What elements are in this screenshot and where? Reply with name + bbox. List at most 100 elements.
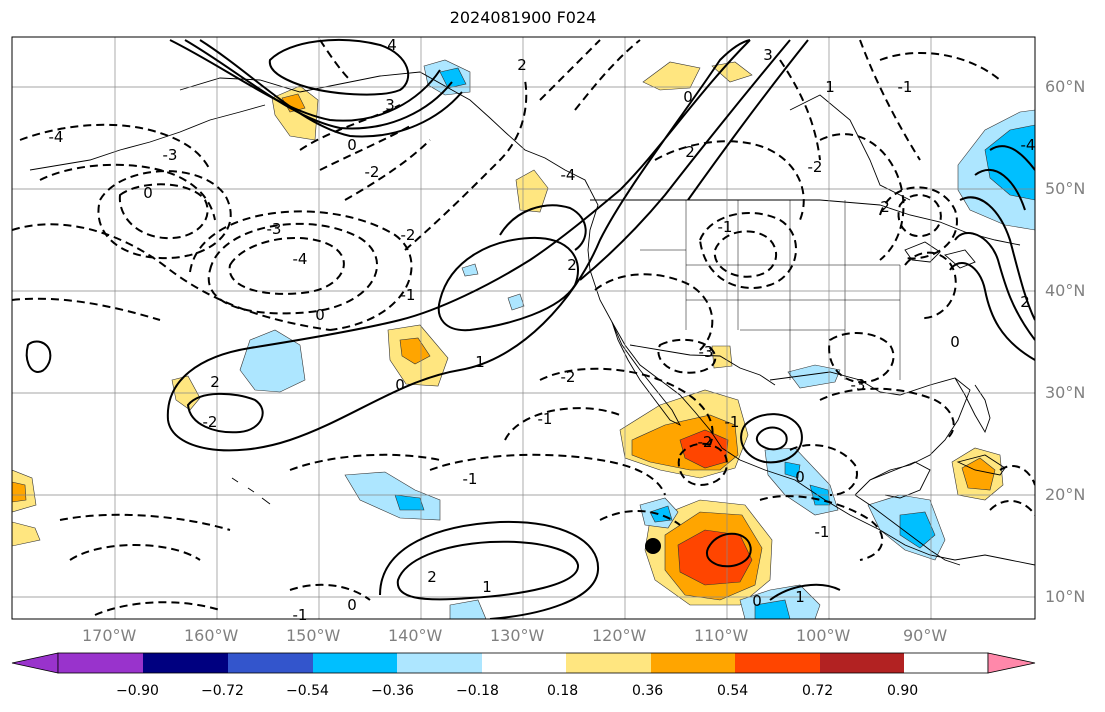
contour-label: 2 <box>880 198 890 216</box>
contour-labels: 4 3 2 3 0 -4 -3 -2 0 -3 -4 -2 -1 2 1 0 2 -2 -2 -1 0 2 -1 0 1 -1 -2… <box>49 36 1036 624</box>
state-lines <box>640 200 901 380</box>
contour-label: -1 <box>815 523 830 541</box>
gridlines <box>12 37 1035 619</box>
shade-lightblue <box>449 599 487 619</box>
contour-label: 1 <box>482 578 492 596</box>
lon-label: 90°W <box>903 626 948 645</box>
colorbar-tick: −0.18 <box>456 683 499 699</box>
shade-blue <box>899 511 936 549</box>
contour-label: -2 <box>401 226 416 244</box>
shade-yellow <box>642 61 701 91</box>
contour-label: -1 <box>293 606 308 624</box>
contour-label: -4 <box>293 250 308 268</box>
contour-label: -3 <box>163 146 178 164</box>
lon-label: 170°W <box>82 626 137 645</box>
shade-orange <box>12 481 27 503</box>
shade-blue <box>984 124 1035 201</box>
contour-label: 1 <box>475 353 485 371</box>
lat-label: 20°N <box>1045 485 1086 504</box>
contour-label: -1 <box>725 413 740 431</box>
yucatan <box>869 461 931 499</box>
contour-label: 0 <box>347 136 357 154</box>
positive-contours <box>25 39 1035 619</box>
cuba <box>956 454 1006 476</box>
contour-label: -4 <box>1021 136 1036 154</box>
storm-marker <box>645 538 661 554</box>
map-frame <box>11 36 1036 620</box>
lon-label: 130°W <box>490 626 545 645</box>
colorbar-segment <box>397 653 482 673</box>
contour-label: -2 <box>698 433 713 451</box>
contour-label: -3 <box>851 376 866 394</box>
colorbar-tick: 0.90 <box>887 683 919 699</box>
lon-label: 100°W <box>796 626 851 645</box>
contour-label: 1 <box>825 78 835 96</box>
lat-label: 50°N <box>1045 179 1086 198</box>
central-america <box>854 494 961 566</box>
colorbar-segment <box>820 653 904 673</box>
map-plot-area <box>12 37 1035 619</box>
shade-lightblue <box>507 293 525 311</box>
colorbar-tick: 0.54 <box>717 683 749 699</box>
colorbar-extend-low <box>11 652 59 674</box>
contour-label: -1 <box>463 470 478 488</box>
shade-lightblue <box>787 364 841 389</box>
shade-blue <box>439 67 467 89</box>
contour-label: 4 <box>387 36 397 54</box>
contour-label: 0 <box>347 596 357 614</box>
negative-contours <box>12 39 1035 616</box>
shade-blue <box>754 599 791 619</box>
colorbar-segment <box>566 653 651 673</box>
shaded-anomalies <box>12 59 1035 619</box>
contour-label: -2 <box>203 413 218 431</box>
lat-label: 10°N <box>1045 587 1086 606</box>
hawaii <box>231 477 271 505</box>
contour-label: 2 <box>567 256 577 274</box>
contour-label: 0 <box>315 306 325 324</box>
colorbar-tick: −0.54 <box>286 683 329 699</box>
colorbar-segment <box>143 653 228 673</box>
contour-label: -3 <box>267 220 282 238</box>
shade-blue <box>394 494 425 511</box>
shade-lightblue <box>239 329 306 393</box>
colorbar-tick: −0.72 <box>201 683 244 699</box>
shade-orange <box>961 457 996 491</box>
us-mexico-border <box>629 344 776 386</box>
shade-blue <box>784 461 801 479</box>
colorbar-segment <box>482 653 566 673</box>
colorbar-tick: 0.18 <box>547 683 579 699</box>
colorbar-tick: −0.90 <box>116 683 159 699</box>
contour-label: 2 <box>517 56 527 74</box>
contour-label: 0 <box>752 592 762 610</box>
lon-label: 150°W <box>286 626 341 645</box>
contour-label: -4 <box>561 166 576 184</box>
contour-label: 1 <box>795 588 805 606</box>
contour-label: 3 <box>385 96 395 114</box>
shade-orange <box>399 337 431 365</box>
contour-label: 2 <box>685 143 695 161</box>
map-title: 2024081900 F024 <box>449 8 597 27</box>
colorbar-tick: 0.72 <box>802 683 834 699</box>
contour-label: -1 <box>401 286 416 304</box>
contour-label: -2 <box>561 368 576 386</box>
colorbar <box>11 652 1036 674</box>
contour-label: -2 <box>808 158 823 176</box>
shade-yellow <box>515 169 549 213</box>
lat-label: 30°N <box>1045 383 1086 402</box>
florida <box>954 377 991 434</box>
contour-label: 0 <box>143 184 153 202</box>
colorbar-segment <box>313 653 397 673</box>
contour-label: 0 <box>950 333 960 351</box>
contour-label: -2 <box>365 163 380 181</box>
baja-california <box>611 321 682 427</box>
contour-label: -4 <box>49 128 64 146</box>
contour-label: 3 <box>763 46 773 64</box>
colorbar-segment <box>651 653 735 673</box>
contour-label: -1 <box>718 218 733 236</box>
colorbar-extend-high <box>987 652 1036 674</box>
alaska-coast <box>179 71 453 93</box>
shade-yellow <box>12 521 41 547</box>
contour-label: 2 <box>210 373 220 391</box>
contour-label: -1 <box>898 78 913 96</box>
